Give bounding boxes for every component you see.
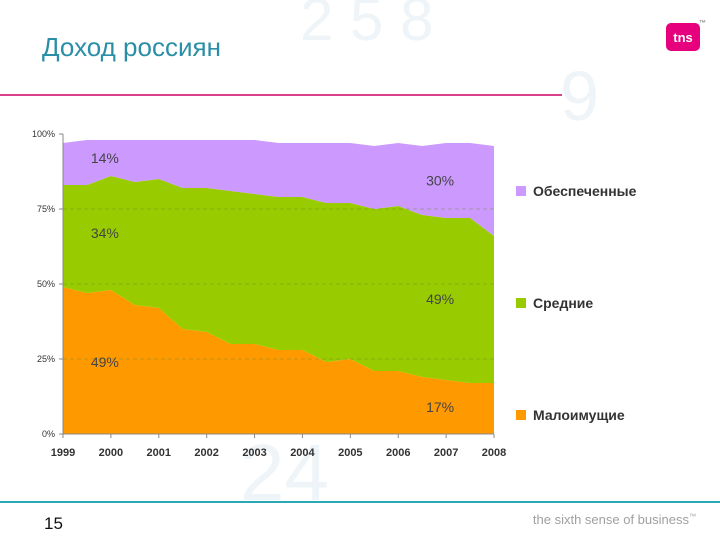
logo-trademark: ™ xyxy=(699,20,706,27)
data-label: 49% xyxy=(426,291,454,307)
tagline-trademark: ™ xyxy=(689,513,696,521)
y-tick-label: 25% xyxy=(37,354,55,364)
tagline: the sixth sense of business™ xyxy=(533,512,696,527)
data-labels: 14% 34% 49% 30% 49% 17% xyxy=(91,150,454,415)
x-tick-label: 2008 xyxy=(482,447,506,459)
y-tick-label: 50% xyxy=(37,279,55,289)
legend-label: Средние xyxy=(533,295,594,311)
grid-lines-overlay xyxy=(63,208,494,360)
tns-logo: tns ™ xyxy=(666,20,706,51)
x-tick-label: 2006 xyxy=(386,447,410,459)
x-tick-label: 2005 xyxy=(338,447,362,459)
axes: 0% 25% 50% 75% 100% 1999 2000 2001 2002 2003 2004 2… xyxy=(32,129,506,459)
y-tick-label: 100% xyxy=(32,129,55,139)
x-tick-label: 2003 xyxy=(242,447,266,459)
data-label: 30% xyxy=(426,173,454,189)
data-label: 14% xyxy=(91,150,119,166)
x-tick-label: 2001 xyxy=(147,447,171,459)
x-tick-label: 1999 xyxy=(51,447,75,459)
legend-label: Малоимущие xyxy=(533,407,625,423)
legend-swatch xyxy=(516,298,526,308)
legend-item: Средние xyxy=(516,295,593,311)
x-tick-label: 2004 xyxy=(290,447,315,459)
y-tick-label: 75% xyxy=(37,204,55,214)
header-divider xyxy=(0,94,562,96)
legend-swatch xyxy=(516,410,526,420)
x-tick-label: 2000 xyxy=(99,447,123,459)
legend-swatch xyxy=(516,186,526,196)
x-tick-label: 2002 xyxy=(194,447,218,459)
area-series-1 xyxy=(63,287,494,434)
page-number: 15 xyxy=(44,514,63,533)
tagline-text: the sixth sense of business xyxy=(532,512,689,527)
data-label: 17% xyxy=(426,399,454,415)
y-tick-label: 0% xyxy=(42,429,55,439)
logo-text: tns xyxy=(673,29,693,45)
footer-divider xyxy=(0,501,720,503)
legend-item: Обеспеченные xyxy=(516,183,636,199)
legend-item: Малоимущие xyxy=(516,407,625,423)
series-areas xyxy=(63,140,494,434)
legend-label: Обеспеченные xyxy=(533,183,637,199)
data-label: 34% xyxy=(91,225,119,241)
page-title: Доход россиян xyxy=(42,32,221,62)
area-series-3 xyxy=(63,140,494,236)
x-tick-label: 2007 xyxy=(434,447,458,459)
data-label: 49% xyxy=(91,354,119,370)
area-series-2 xyxy=(63,176,494,383)
